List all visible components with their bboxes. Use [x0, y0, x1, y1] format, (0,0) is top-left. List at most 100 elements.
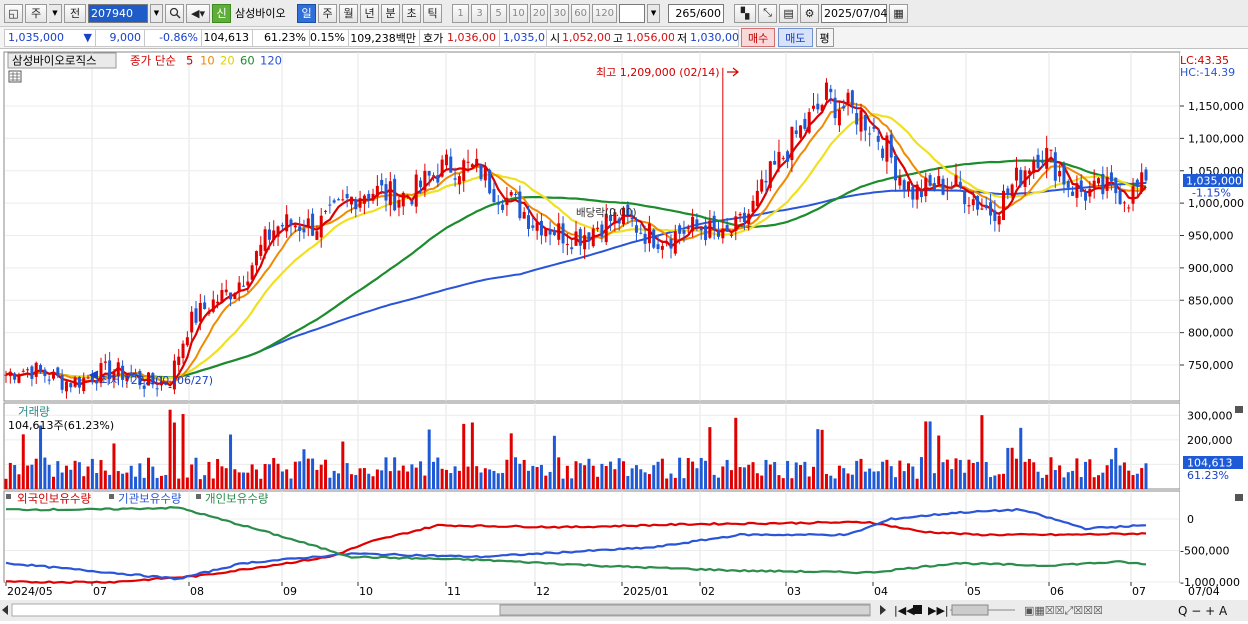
window-icon[interactable]: ◱	[4, 3, 23, 23]
sound-icon[interactable]: ◀▾	[186, 3, 210, 23]
candle-body	[52, 371, 55, 379]
holding-panel-max-icon[interactable]	[1235, 494, 1243, 501]
mode-selector[interactable]: 주	[25, 3, 47, 23]
volume-bar	[708, 427, 712, 489]
interval-3-button[interactable]: 3	[471, 3, 488, 23]
scroll-right-icon[interactable]	[880, 605, 886, 615]
mode-dropdown-icon[interactable]: ▼	[49, 3, 62, 23]
playback-stop-icon[interactable]	[913, 605, 922, 614]
prev-button[interactable]: 전	[64, 3, 86, 23]
volume-bar	[453, 466, 457, 489]
interval-custom-input[interactable]	[619, 3, 646, 23]
period-month-button[interactable]: 월	[339, 3, 358, 23]
candle-body	[1122, 202, 1126, 204]
search-icon[interactable]	[165, 3, 184, 23]
eval-button[interactable]: 평	[815, 28, 834, 47]
y-tick-label: -1,000,000	[1180, 576, 1240, 589]
save-icon[interactable]: ▤	[779, 3, 799, 23]
volume-bar	[565, 465, 569, 489]
scrollbar-thumb[interactable]	[499, 604, 871, 616]
candle-body	[1058, 171, 1062, 177]
candle-body	[190, 311, 194, 333]
volume-bar	[56, 461, 60, 489]
sell-button[interactable]: 매도	[778, 28, 813, 47]
volume-panel-max-icon[interactable]	[1235, 406, 1243, 413]
volume-bar	[211, 478, 215, 489]
credit-badge[interactable]: 신	[212, 3, 231, 23]
code-dropdown-icon[interactable]: ▼	[150, 3, 163, 23]
zoom-icons[interactable]: Q − + A	[1178, 604, 1228, 618]
calendar-icon[interactable]: ▦	[889, 3, 909, 23]
turnover-ratio: 0.15%	[309, 28, 349, 47]
volume-bar	[440, 468, 444, 489]
period-second-button[interactable]: 초	[402, 3, 421, 23]
period-week-button[interactable]: 주	[318, 3, 337, 23]
candle-body	[276, 226, 280, 237]
candle-body	[971, 199, 975, 206]
holding-panel[interactable]	[3, 490, 1181, 583]
table-toggle-icon[interactable]	[8, 70, 22, 83]
scroll-left-icon[interactable]	[2, 605, 8, 615]
interval-30-button[interactable]: 30	[550, 3, 570, 23]
y-tick-label: 950,000	[1188, 230, 1234, 243]
volume-bar	[367, 473, 371, 489]
candle-body	[859, 110, 863, 132]
stock-chart[interactable]: 1,150,000 1,100,000 1,050,000 1,000,000 950,…	[0, 49, 1248, 621]
candle-body	[371, 193, 375, 201]
volume-bar	[285, 469, 289, 489]
interval-1-button[interactable]: 1	[452, 3, 469, 23]
interval-60-button[interactable]: 60	[571, 3, 590, 23]
candle-body	[1101, 173, 1105, 195]
candle-body	[4, 374, 8, 376]
volume-bar	[216, 459, 220, 489]
ex-dividend-marker: 배당락(0.00)	[576, 207, 637, 219]
trade-amount: 109,238백만	[348, 28, 420, 47]
candle-body	[1032, 160, 1036, 174]
cursor-date: 07/04	[1188, 585, 1220, 598]
period-year-button[interactable]: 년	[360, 3, 379, 23]
interval-dropdown-icon[interactable]: ▼	[647, 3, 661, 23]
volume-bar	[872, 471, 876, 489]
price-panel[interactable]	[3, 51, 1181, 402]
volume-bar	[242, 472, 245, 489]
data-count-field[interactable]: 265/600	[668, 3, 725, 23]
candle-body	[937, 176, 941, 185]
period-tick-button[interactable]: 틱	[423, 3, 442, 23]
legend-bullet-institution	[109, 494, 114, 499]
current-price-tag	[1183, 174, 1243, 187]
drawing-tool-icon[interactable]: ⤡	[758, 3, 778, 23]
playback-forward-icon[interactable]: ▶▶|	[928, 604, 949, 617]
interval-120-button[interactable]: 120	[591, 3, 618, 23]
interval-5-button[interactable]: 5	[490, 3, 507, 23]
volume-bar	[799, 465, 803, 489]
date-input[interactable]: 2025/07/04	[821, 3, 887, 23]
candle-body	[1019, 169, 1023, 186]
stock-code-input[interactable]: 207940	[88, 3, 148, 23]
chart-settings-icon[interactable]: ▚	[734, 3, 757, 23]
candle-body	[816, 103, 820, 110]
volume-bar	[850, 474, 854, 489]
volume-bar	[717, 477, 720, 489]
interval-10-button[interactable]: 10	[509, 3, 528, 23]
volume-bar	[527, 470, 530, 489]
candle-body	[660, 245, 664, 250]
period-minute-button[interactable]: 분	[381, 3, 400, 23]
buy-button[interactable]: 매수	[741, 28, 776, 47]
volume-bar	[147, 457, 150, 489]
gear-icon[interactable]: ⚙	[800, 3, 820, 23]
candle-body	[457, 176, 461, 185]
playback-rewind-icon[interactable]: |◀◀	[894, 604, 915, 617]
volume-bar	[483, 468, 487, 489]
volume-bar	[596, 476, 600, 489]
zoom-slider-thumb[interactable]	[951, 604, 989, 616]
candle-body	[263, 229, 267, 251]
candle-body	[958, 181, 962, 188]
candle-body	[185, 337, 189, 346]
candle-body	[967, 205, 971, 207]
interval-20-button[interactable]: 20	[529, 3, 549, 23]
period-day-button[interactable]: 일	[297, 3, 316, 23]
tool-icons[interactable]: ▣▦☒☒⤢☒☒☒	[1024, 604, 1103, 617]
volume-bar	[824, 474, 828, 489]
volume-bar	[531, 465, 535, 489]
candle-body	[453, 178, 457, 180]
